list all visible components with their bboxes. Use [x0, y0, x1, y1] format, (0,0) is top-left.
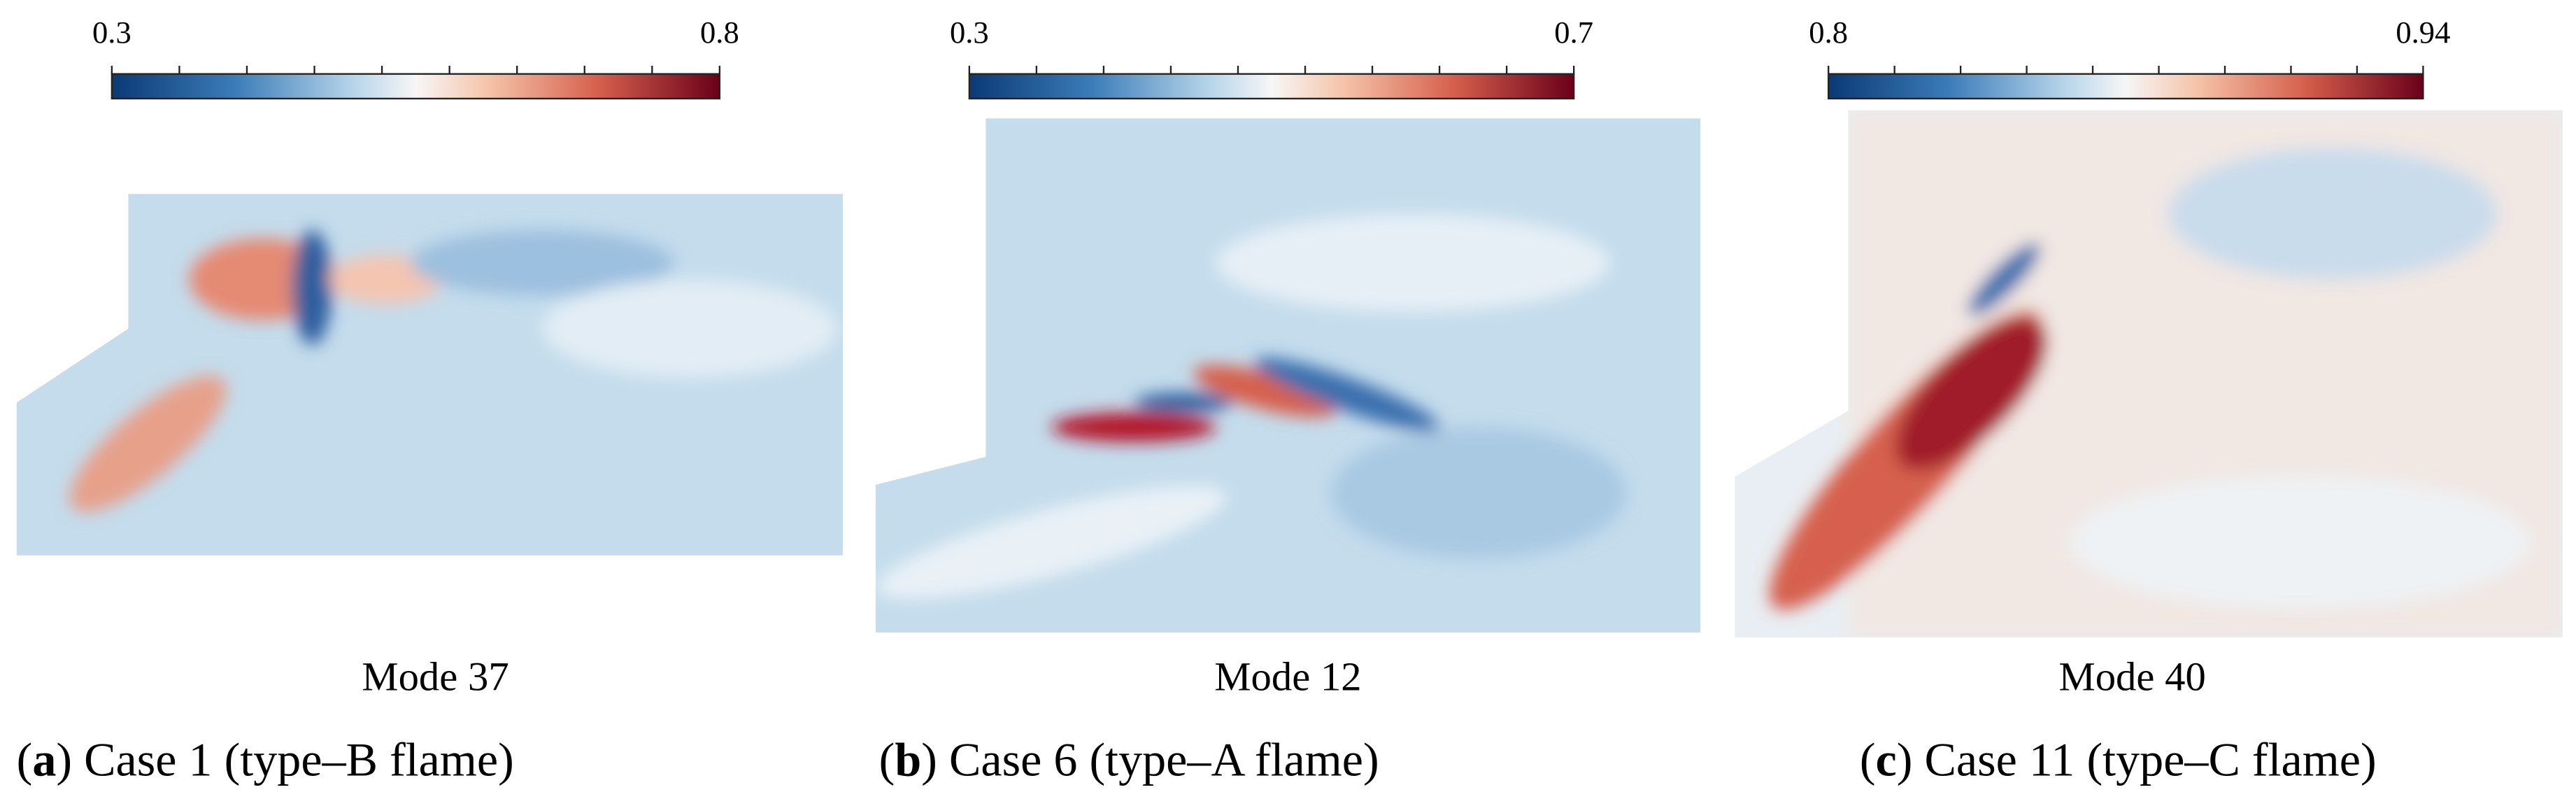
caption-label: a — [32, 733, 56, 786]
caption: (c) Case 11 (type–C flame) — [1860, 733, 2377, 786]
field-structure — [1254, 357, 1440, 432]
caption-open: ( — [17, 733, 33, 786]
field-structure — [1895, 318, 2047, 470]
field-structure — [876, 486, 1227, 599]
caption-open: ( — [1860, 733, 1876, 786]
field-structure — [1133, 393, 1232, 413]
field-structure — [1193, 365, 1337, 417]
field-structure — [2070, 476, 2531, 608]
caption-text: ) Case 11 (type–C flame) — [1897, 733, 2377, 786]
field-structure — [411, 229, 674, 296]
caption-open: ( — [879, 733, 895, 786]
mode-label: Mode 37 — [362, 653, 508, 699]
field-structures — [69, 229, 838, 512]
colorbar-max-label: 0.7 — [1554, 15, 1593, 50]
field-structures — [876, 213, 1627, 599]
field-structure — [1051, 412, 1216, 442]
mode-label: Mode 12 — [1214, 653, 1361, 699]
caption-label: b — [895, 733, 921, 786]
colorbar-min-label: 0.8 — [1809, 15, 1848, 50]
colorbar-max-label: 0.94 — [2396, 15, 2450, 50]
field-image — [875, 118, 1701, 633]
colorbar — [111, 73, 721, 100]
colorbar-min-label: 0.3 — [92, 15, 131, 50]
field-structure — [542, 279, 838, 379]
field-structure — [2168, 148, 2498, 280]
field-structure — [69, 375, 227, 512]
field-image — [1735, 110, 2563, 638]
caption: (b) Case 6 (type–A flame) — [879, 733, 1379, 786]
panel: 0.3 0.8 Mode 37 (a) Case 1 (type–B flame) — [16, 15, 844, 786]
field-structure — [1967, 243, 2041, 316]
colorbar — [1828, 73, 2424, 100]
caption-label: c — [1876, 733, 1897, 786]
field-structure — [292, 229, 332, 346]
caption-text: ) Case 6 (type–A flame) — [921, 733, 1379, 786]
panel: 0.3 0.7 Mode 12 (b) Case 6 (type–A flame) — [875, 15, 1701, 786]
panel: 0.8 0.94 Mode 40 (c) Case 11 (type–C flame) — [1735, 15, 2563, 786]
colorbar-max-label: 0.8 — [700, 15, 739, 50]
field-structure — [1216, 213, 1610, 313]
colorbar-min-label: 0.3 — [950, 15, 989, 50]
caption-text: ) Case 1 (type–B flame) — [56, 733, 513, 786]
field-structure — [1330, 427, 1627, 559]
caption: (a) Case 1 (type–B flame) — [17, 733, 514, 786]
field-structures — [1769, 110, 2563, 638]
mode-label: Mode 40 — [2059, 653, 2206, 699]
colorbar — [968, 73, 1575, 100]
field-image — [16, 194, 844, 556]
